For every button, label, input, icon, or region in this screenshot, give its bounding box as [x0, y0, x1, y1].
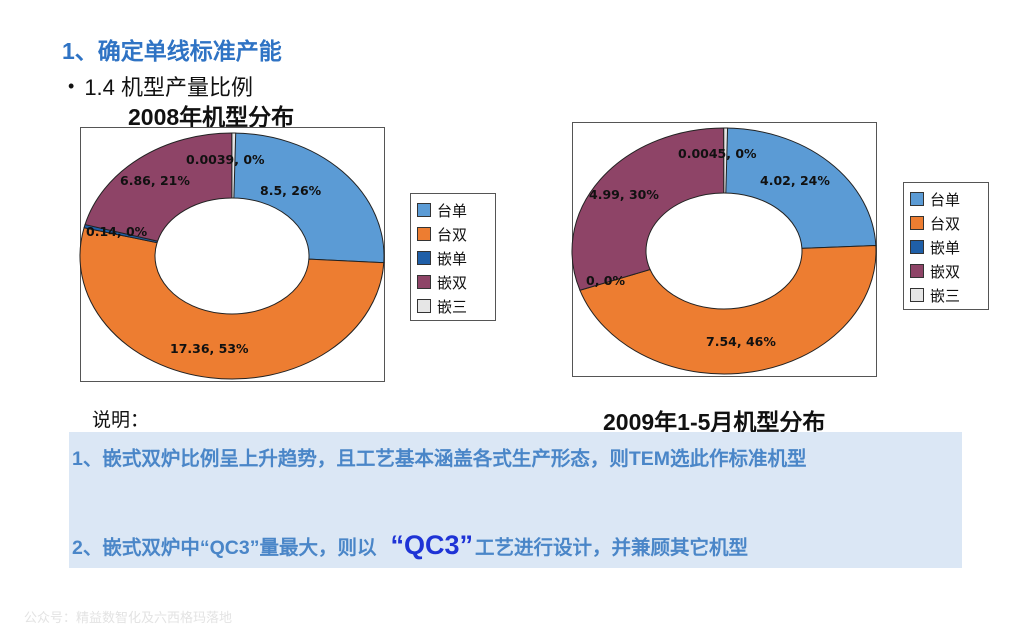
chart-2-legend: 台单 台双 嵌单 嵌双 嵌三	[903, 182, 989, 310]
data-label-4: 4.99, 30%	[589, 187, 659, 202]
donut-slice-1	[723, 127, 877, 249]
chart-2-title: 2009年1-5月机型分布	[603, 409, 826, 435]
legend-swatch	[417, 299, 431, 313]
legend-item: 嵌双	[417, 270, 489, 294]
data-label-4: 6.86, 21%	[120, 173, 190, 188]
legend-item: 嵌双	[910, 259, 982, 283]
notes-label: 说明：	[92, 410, 150, 431]
legend-label: 台单	[437, 202, 468, 220]
note-line-2-start: 2、嵌式双炉中“QC3”量最大，则以	[72, 537, 377, 559]
donut-slice-2	[579, 244, 877, 375]
legend-swatch	[417, 227, 431, 241]
donut-slice-1	[231, 132, 385, 264]
bullet-text: 1.4 机型产量比例	[84, 75, 254, 100]
legend-item: 嵌单	[417, 246, 489, 270]
data-label-3: 0.14, 0%	[86, 224, 148, 239]
data-label-5: 0.0039, 0%	[186, 152, 265, 167]
legend-item: 嵌单	[910, 235, 982, 259]
legend-item: 台单	[417, 198, 489, 222]
data-label-2: 17.36, 53%	[170, 341, 249, 356]
legend-swatch	[910, 288, 924, 302]
legend-swatch	[417, 203, 431, 217]
data-label-5: 0.0045, 0%	[678, 146, 757, 161]
legend-item: 嵌三	[910, 283, 982, 307]
chart-1-legend: 台单 台双 嵌单 嵌双 嵌三	[410, 193, 496, 321]
bullet-item: • 1.4 机型产量比例	[68, 70, 253, 102]
legend-label: 台单	[930, 191, 961, 209]
donut-slice-5	[723, 127, 729, 194]
note-line-1: 1、嵌式双炉比例呈上升趋势，且工艺基本涵盖各式生产形态，则TEM选此作标准机型	[72, 448, 807, 470]
legend-label: 嵌三	[437, 298, 468, 316]
data-label-1: 8.5, 26%	[260, 183, 322, 198]
legend-item: 台单	[910, 187, 982, 211]
section-heading: 1、确定单线标准产能	[62, 38, 282, 64]
donut-slice-4	[84, 132, 233, 242]
legend-swatch	[417, 251, 431, 265]
legend-swatch	[910, 192, 924, 206]
donut-slice-2	[79, 227, 385, 380]
chart-1-donut: 8.5, 26% 17.36, 53% 0.14, 0% 6.86, 21% 0.003…	[79, 132, 385, 380]
data-label-2: 7.54, 46%	[706, 334, 776, 349]
note-line-2: 2、嵌式双炉中“QC3”量最大，则以 “QC3” 工艺进行设计，并兼顾其它机型	[72, 530, 962, 561]
legend-label: 台双	[930, 215, 961, 233]
data-label-3: 0, 0%	[586, 273, 625, 288]
notes-box	[69, 432, 962, 568]
note-line-2-end: 工艺进行设计，并兼顾其它机型	[474, 537, 748, 559]
legend-label: 嵌双	[930, 263, 961, 281]
bullet-dot-icon: •	[68, 75, 75, 96]
legend-item: 台双	[417, 222, 489, 246]
chart-2-donut: 4.02, 24% 7.54, 46% 0, 0% 4.99, 30% 0.0045, …	[571, 127, 877, 375]
data-label-1: 4.02, 24%	[760, 173, 830, 188]
legend-swatch	[417, 275, 431, 289]
donut-slice-4	[571, 127, 725, 291]
legend-swatch	[910, 264, 924, 278]
note-line-2-highlight: “QC3”	[390, 530, 473, 560]
legend-label: 嵌单	[437, 250, 468, 268]
chart-1-title: 2008年机型分布	[128, 104, 295, 130]
footer-watermark: 公众号：精益数智化及六西格玛落地	[24, 610, 233, 625]
legend-swatch	[910, 240, 924, 254]
legend-item: 嵌三	[417, 294, 489, 318]
legend-label: 嵌三	[930, 287, 961, 305]
legend-swatch	[910, 216, 924, 230]
legend-label: 嵌单	[930, 239, 961, 257]
donut-slice-5	[231, 132, 237, 199]
legend-label: 台双	[437, 226, 468, 244]
legend-item: 台双	[910, 211, 982, 235]
legend-label: 嵌双	[437, 274, 468, 292]
